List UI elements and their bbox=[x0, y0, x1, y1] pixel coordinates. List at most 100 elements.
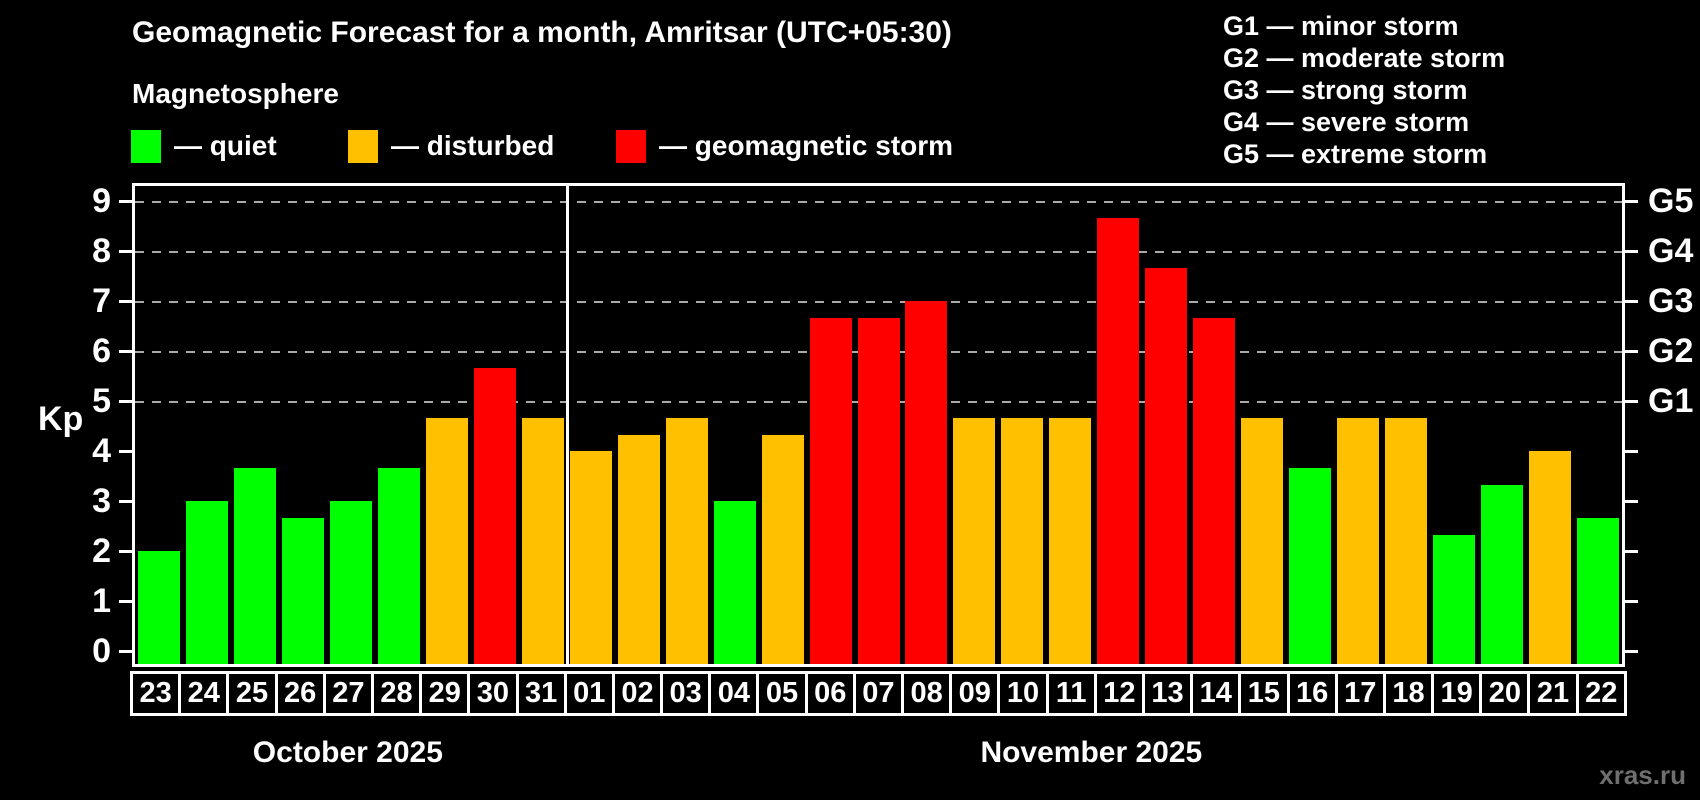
g-level-label-g5: G5 bbox=[1648, 182, 1694, 220]
gridline-kp7 bbox=[135, 301, 1622, 303]
y-tick-right-5 bbox=[1625, 400, 1638, 403]
month-label-november: November 2025 bbox=[980, 736, 1203, 769]
kp-bar-oct-25 bbox=[233, 467, 276, 664]
magnetosphere-label: Magnetosphere bbox=[132, 78, 339, 109]
disturbed-swatch bbox=[348, 129, 378, 163]
y-tick-right-4 bbox=[1625, 450, 1638, 453]
month-separator bbox=[565, 186, 569, 664]
day-label-28: 28 bbox=[370, 671, 423, 716]
y-tick-label-1: 1 bbox=[92, 582, 111, 620]
day-label-24: 24 bbox=[178, 671, 230, 716]
kp-bar-nov-05 bbox=[761, 434, 804, 664]
kp-bar-nov-21 bbox=[1529, 451, 1572, 664]
kp-bar-nov-15 bbox=[1241, 417, 1284, 664]
day-label-09: 09 bbox=[949, 671, 1001, 716]
day-label-31: 31 bbox=[515, 671, 567, 716]
day-label-02: 02 bbox=[611, 671, 664, 716]
day-label-11: 11 bbox=[1045, 671, 1097, 716]
y-tick-label-4: 4 bbox=[92, 432, 111, 470]
day-label-08: 08 bbox=[901, 671, 953, 716]
y-tick-left-7 bbox=[119, 300, 132, 303]
kp-bar-oct-31 bbox=[521, 417, 564, 664]
day-label-17: 17 bbox=[1334, 671, 1386, 716]
g-legend-line: G1 — minor storm bbox=[1223, 11, 1459, 41]
day-label-18: 18 bbox=[1382, 671, 1435, 716]
g-legend-line: G4 — severe storm bbox=[1223, 107, 1470, 137]
y-tick-right-8 bbox=[1625, 250, 1638, 253]
y-tick-label-6: 6 bbox=[92, 332, 111, 370]
day-label-22: 22 bbox=[1575, 671, 1627, 716]
day-label-04: 04 bbox=[708, 671, 760, 716]
y-tick-left-1 bbox=[119, 600, 132, 603]
y-tick-left-4 bbox=[119, 450, 132, 453]
day-label-21: 21 bbox=[1527, 671, 1579, 716]
day-label-16: 16 bbox=[1286, 671, 1338, 716]
y-tick-right-6 bbox=[1625, 350, 1638, 353]
g-level-label-g4: G4 bbox=[1648, 232, 1694, 270]
kp-bar-nov-19 bbox=[1433, 534, 1476, 664]
kp-bar-nov-02 bbox=[617, 434, 660, 664]
day-label-06: 06 bbox=[804, 671, 856, 716]
g-legend-line: G2 — moderate storm bbox=[1223, 43, 1506, 73]
day-label-05: 05 bbox=[756, 671, 808, 716]
legend-item-storm: — geomagnetic storm bbox=[616, 129, 953, 163]
y-tick-label-9: 9 bbox=[92, 182, 111, 220]
day-label-10: 10 bbox=[997, 671, 1049, 716]
day-label-29: 29 bbox=[419, 671, 471, 716]
kp-bar-nov-03 bbox=[665, 417, 708, 664]
kp-bar-oct-24 bbox=[185, 501, 228, 664]
y-tick-left-5 bbox=[119, 400, 132, 403]
kp-bar-nov-22 bbox=[1577, 517, 1620, 664]
day-label-26: 26 bbox=[274, 671, 326, 716]
day-label-12: 12 bbox=[1093, 671, 1145, 716]
kp-bar-nov-16 bbox=[1289, 467, 1332, 664]
kp-bar-nov-11 bbox=[1049, 417, 1092, 664]
day-label-20: 20 bbox=[1479, 671, 1531, 716]
legend-item-disturbed: — disturbed bbox=[348, 129, 554, 163]
y-tick-right-2 bbox=[1625, 550, 1638, 553]
y-tick-left-2 bbox=[119, 550, 132, 553]
y-tick-left-6 bbox=[119, 350, 132, 353]
kp-bar-oct-23 bbox=[137, 551, 180, 664]
kp-bar-nov-13 bbox=[1145, 267, 1188, 664]
y-tick-right-7 bbox=[1625, 300, 1638, 303]
kp-bar-nov-18 bbox=[1385, 417, 1428, 664]
kp-bar-oct-27 bbox=[329, 501, 372, 664]
kp-bar-nov-07 bbox=[857, 317, 900, 664]
day-label-25: 25 bbox=[226, 671, 278, 716]
y-tick-right-0 bbox=[1625, 650, 1638, 653]
y-tick-right-3 bbox=[1625, 500, 1638, 503]
kp-bar-nov-01 bbox=[569, 451, 612, 664]
kp-bar-nov-06 bbox=[809, 317, 852, 664]
day-label-30: 30 bbox=[467, 671, 519, 716]
watermark: xras.ru bbox=[1599, 760, 1686, 790]
day-label-15: 15 bbox=[1238, 671, 1290, 716]
y-tick-left-8 bbox=[119, 250, 132, 253]
month-label-october: October 2025 bbox=[252, 736, 443, 769]
kp-bar-nov-09 bbox=[953, 417, 996, 664]
day-label-13: 13 bbox=[1141, 671, 1194, 716]
g-legend-line: G5 — extreme storm bbox=[1223, 139, 1488, 169]
kp-bar-nov-08 bbox=[905, 301, 948, 664]
day-label-27: 27 bbox=[322, 671, 374, 716]
kp-bar-oct-28 bbox=[377, 467, 420, 664]
kp-bar-nov-10 bbox=[1001, 417, 1044, 664]
day-label-07: 07 bbox=[852, 671, 904, 716]
kp-bar-nov-17 bbox=[1337, 417, 1380, 664]
day-labels-row: 23 24 25 26 27 28 29 30 31 01 02 03 04 05 06 07 08 09 10 11… bbox=[130, 671, 1627, 716]
legend-label-disturbed: — disturbed bbox=[391, 130, 555, 161]
day-label-23: 23 bbox=[130, 671, 182, 716]
y-tick-label-7: 7 bbox=[92, 282, 111, 320]
kp-bar-oct-30 bbox=[473, 367, 516, 664]
gridline-kp8 bbox=[135, 251, 1622, 253]
legend-item-quiet: — quiet bbox=[131, 129, 277, 163]
plot-area bbox=[132, 183, 1625, 667]
kp-bar-oct-26 bbox=[281, 517, 324, 664]
g-legend-line: G3 — strong storm bbox=[1223, 75, 1468, 105]
y-tick-label-0: 0 bbox=[92, 632, 111, 670]
legend-label-storm: — geomagnetic storm bbox=[659, 130, 954, 161]
y-tick-left-9 bbox=[119, 200, 132, 203]
g-level-label-g1: G1 bbox=[1648, 382, 1694, 420]
kp-bar-nov-14 bbox=[1193, 317, 1236, 664]
